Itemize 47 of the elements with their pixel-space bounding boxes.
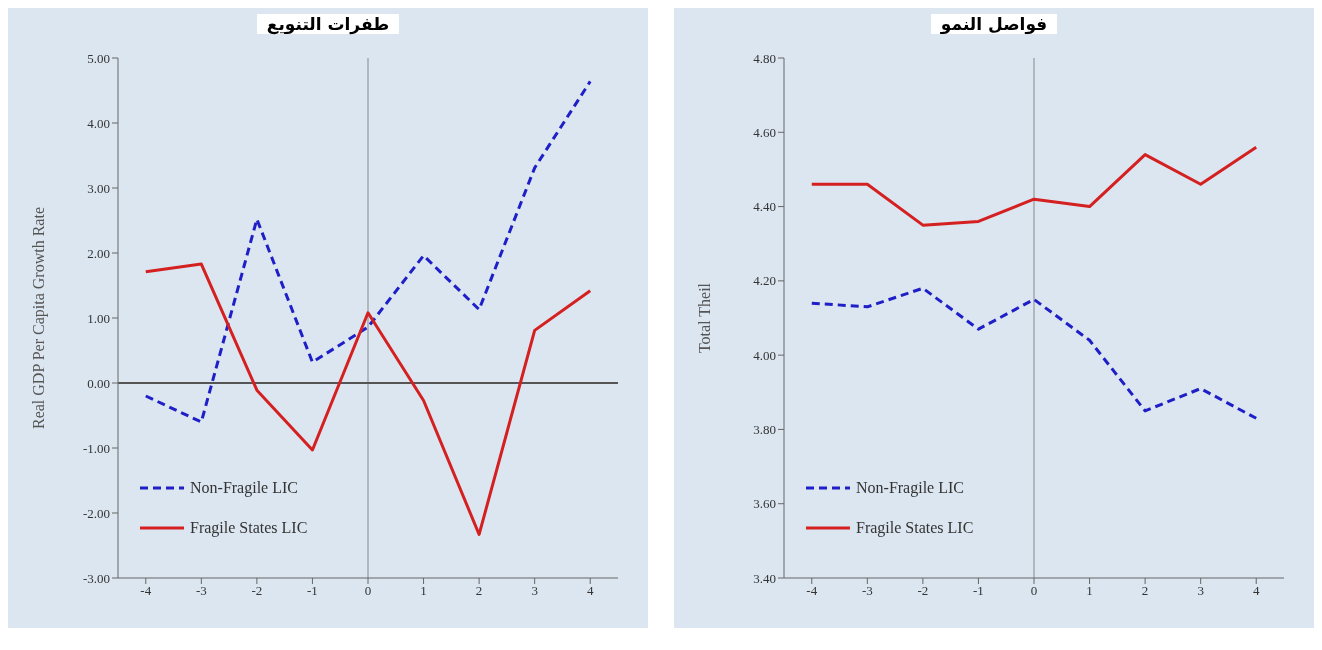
- y-axis-title: Real GDP Per Capita Growth Rate: [29, 206, 48, 430]
- y-tick-label: 1.00: [87, 310, 110, 326]
- x-tick-label: 2: [475, 583, 483, 599]
- y-tick-label: -3.00: [82, 570, 110, 586]
- chart-title: فواصل النمو: [930, 14, 1058, 34]
- chart-title: طفرات التنويع: [256, 14, 400, 34]
- line-series: [144, 262, 592, 536]
- x-tick-label: -3: [861, 583, 873, 599]
- x-tick-label: 1: [420, 583, 427, 599]
- y-tick-label: 4.00: [87, 115, 110, 131]
- y-tick-label: 3.40: [753, 570, 776, 586]
- y-tick-label: 2.00: [87, 245, 110, 261]
- y-tick-label: 3.60: [753, 496, 776, 512]
- x-tick-label: -2: [251, 583, 263, 599]
- y-tick-label: 3.00: [87, 180, 110, 196]
- x-tick-label: 2: [1141, 583, 1149, 599]
- x-tick-label: -3: [195, 583, 207, 599]
- legend-label: Non-Fragile LIC: [856, 479, 964, 497]
- x-tick-label: 3: [1197, 583, 1204, 599]
- x-tick-label: -2: [917, 583, 929, 599]
- x-tick-label: -4: [140, 583, 152, 599]
- y-tick-label: 4.20: [753, 273, 776, 289]
- y-tick-label: 4.00: [753, 347, 776, 363]
- x-tick-label: 4: [1252, 583, 1260, 599]
- x-tick-label: 3: [531, 583, 538, 599]
- x-tick-label: -1: [307, 583, 318, 599]
- legend-label: Fragile States LIC: [190, 519, 308, 537]
- y-tick-label: 4.40: [753, 199, 776, 215]
- x-tick-label: -4: [806, 583, 818, 599]
- line-series: [810, 145, 1258, 227]
- x-tick-label: 4: [586, 583, 594, 599]
- y-tick-label: 0.00: [87, 375, 110, 391]
- y-tick-label: -1.00: [82, 440, 110, 456]
- y-tick-label: 3.80: [753, 422, 776, 438]
- y-tick-label: 4.60: [753, 124, 776, 140]
- x-tick-label: 0: [1030, 583, 1038, 599]
- x-tick-label: -1: [973, 583, 984, 599]
- line-series: [144, 79, 592, 424]
- legend-label: Non-Fragile LIC: [190, 479, 298, 497]
- y-axis-title: Total Theil: [695, 282, 713, 354]
- y-tick-label: 4.80: [753, 50, 776, 66]
- line-series: [810, 286, 1258, 420]
- y-tick-label: 5.00: [87, 50, 110, 66]
- x-tick-label: 0: [364, 583, 372, 599]
- x-tick-label: 1: [1086, 583, 1093, 599]
- legend-label: Fragile States LIC: [856, 519, 974, 537]
- y-tick-label: -2.00: [82, 505, 110, 521]
